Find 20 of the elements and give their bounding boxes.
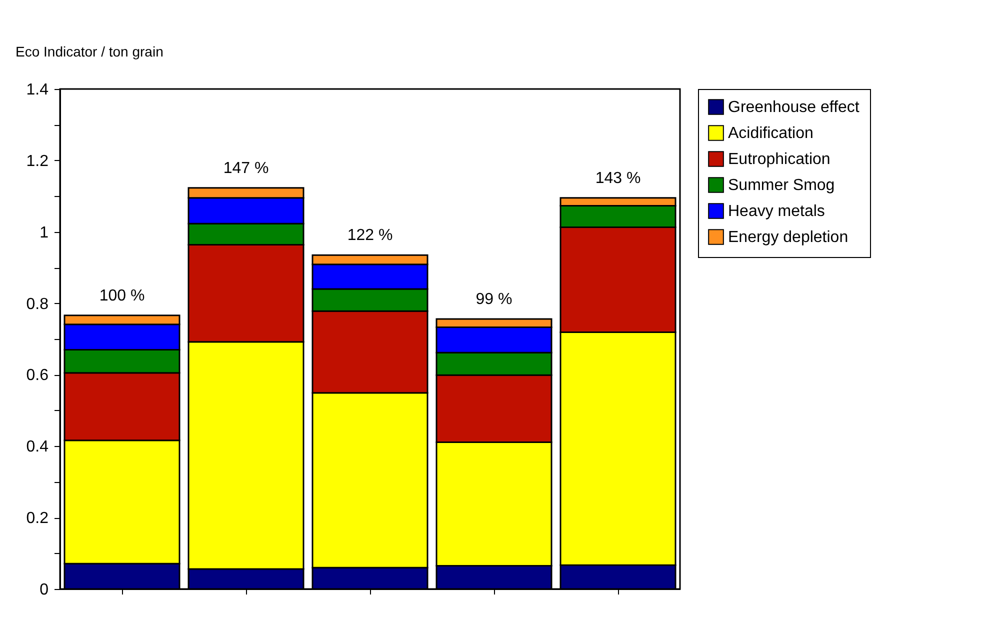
legend-label: Acidification bbox=[728, 125, 814, 142]
annotation: 143 % bbox=[595, 170, 641, 187]
y-tick-label: 0 bbox=[40, 582, 49, 598]
y-tick-label: 1.2 bbox=[26, 152, 49, 170]
annotation: 122 % bbox=[347, 227, 393, 244]
y-tick-label: 0.6 bbox=[26, 367, 49, 384]
legend-label: Summer Smog bbox=[728, 177, 835, 194]
legend-label: Greenhouse effect bbox=[728, 99, 860, 116]
annotation: 100 % bbox=[99, 287, 145, 304]
y-axis-title: Eco Indicator / ton grain bbox=[16, 44, 164, 60]
legend-label: Eutrophication bbox=[728, 151, 830, 168]
legend-label: Heavy metals bbox=[728, 203, 825, 220]
y-tick-label: 0.4 bbox=[26, 438, 49, 456]
y-tick-label: 0.2 bbox=[26, 510, 49, 528]
annotation: 147 % bbox=[223, 160, 269, 177]
y-tick-label: 1.4 bbox=[26, 82, 49, 98]
y-tick-label: 1 bbox=[40, 224, 49, 242]
y-tick-label: 0.8 bbox=[26, 296, 49, 313]
annotation: 99 % bbox=[476, 291, 512, 308]
legend-label: Energy depletion bbox=[728, 229, 848, 246]
